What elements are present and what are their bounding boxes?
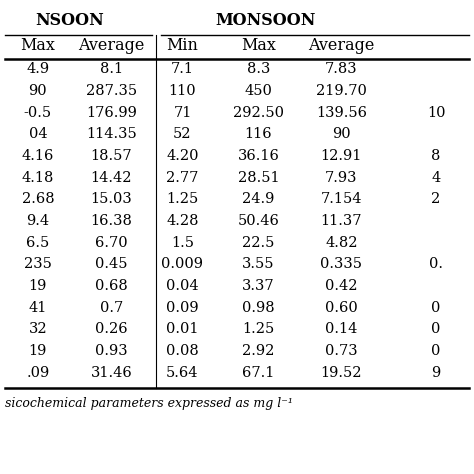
Text: Min: Min [166, 37, 199, 54]
Text: 4.20: 4.20 [166, 149, 199, 163]
Text: .09: .09 [26, 366, 50, 380]
Text: 15.03: 15.03 [91, 192, 132, 207]
Text: 19: 19 [29, 279, 47, 293]
Text: 67.1: 67.1 [242, 366, 274, 380]
Text: 9: 9 [431, 366, 441, 380]
Text: 287.35: 287.35 [86, 84, 137, 98]
Text: sicochemical parameters expressed as mg l⁻¹: sicochemical parameters expressed as mg … [5, 397, 292, 410]
Text: 219.70: 219.70 [316, 84, 367, 98]
Text: 2.68: 2.68 [22, 192, 54, 207]
Text: 450: 450 [245, 84, 272, 98]
Text: 11.37: 11.37 [320, 214, 362, 228]
Text: 0.08: 0.08 [166, 344, 199, 358]
Text: 36.16: 36.16 [237, 149, 279, 163]
Text: 6.5: 6.5 [26, 236, 50, 250]
Text: 176.99: 176.99 [86, 106, 137, 120]
Text: 0.04: 0.04 [166, 279, 199, 293]
Text: 0.335: 0.335 [320, 257, 362, 272]
Text: 8.3: 8.3 [246, 63, 270, 76]
Text: 0.42: 0.42 [325, 279, 357, 293]
Text: 8: 8 [431, 149, 441, 163]
Text: 7.93: 7.93 [325, 171, 357, 185]
Text: 32: 32 [28, 322, 47, 337]
Text: 7.1: 7.1 [171, 63, 194, 76]
Text: 0.45: 0.45 [95, 257, 128, 272]
Text: 2.77: 2.77 [166, 171, 199, 185]
Text: 116: 116 [245, 128, 272, 141]
Text: 52: 52 [173, 128, 192, 141]
Text: 10: 10 [427, 106, 446, 120]
Text: 0.68: 0.68 [95, 279, 128, 293]
Text: 114.35: 114.35 [86, 128, 137, 141]
Text: 12.91: 12.91 [320, 149, 362, 163]
Text: 14.42: 14.42 [91, 171, 132, 185]
Text: 22.5: 22.5 [242, 236, 274, 250]
Text: 6.70: 6.70 [95, 236, 128, 250]
Text: 9.4: 9.4 [27, 214, 49, 228]
Text: 4.82: 4.82 [325, 236, 357, 250]
Text: Max: Max [241, 37, 276, 54]
Text: 0: 0 [431, 301, 441, 315]
Text: 0.60: 0.60 [325, 301, 358, 315]
Text: 0.09: 0.09 [166, 301, 199, 315]
Text: 0.01: 0.01 [166, 322, 199, 337]
Text: 0.98: 0.98 [242, 301, 274, 315]
Text: 04: 04 [28, 128, 47, 141]
Text: 1.5: 1.5 [171, 236, 194, 250]
Text: NSOON: NSOON [36, 12, 104, 29]
Text: MONSOON: MONSOON [215, 12, 316, 29]
Text: 3.55: 3.55 [242, 257, 274, 272]
Text: 4.9: 4.9 [27, 63, 49, 76]
Text: 0: 0 [431, 344, 441, 358]
Text: 2: 2 [431, 192, 441, 207]
Text: 4.16: 4.16 [22, 149, 54, 163]
Text: 7.154: 7.154 [320, 192, 362, 207]
Text: 28.51: 28.51 [237, 171, 279, 185]
Text: 50.46: 50.46 [237, 214, 279, 228]
Text: 1.25: 1.25 [166, 192, 199, 207]
Text: 90: 90 [28, 84, 47, 98]
Text: 4.28: 4.28 [166, 214, 199, 228]
Text: 110: 110 [169, 84, 196, 98]
Text: 19: 19 [29, 344, 47, 358]
Text: 41: 41 [29, 301, 47, 315]
Text: 3.37: 3.37 [242, 279, 274, 293]
Text: 71: 71 [173, 106, 191, 120]
Text: 0.009: 0.009 [162, 257, 203, 272]
Text: 292.50: 292.50 [233, 106, 284, 120]
Text: 235: 235 [24, 257, 52, 272]
Text: 1.25: 1.25 [242, 322, 274, 337]
Text: 0.73: 0.73 [325, 344, 357, 358]
Text: 18.57: 18.57 [91, 149, 132, 163]
Text: 0.: 0. [429, 257, 443, 272]
Text: 2.92: 2.92 [242, 344, 274, 358]
Text: 16.38: 16.38 [91, 214, 132, 228]
Text: 0.14: 0.14 [325, 322, 357, 337]
Text: 7.83: 7.83 [325, 63, 357, 76]
Text: Average: Average [308, 37, 374, 54]
Text: -0.5: -0.5 [24, 106, 52, 120]
Text: 19.52: 19.52 [320, 366, 362, 380]
Text: 0.93: 0.93 [95, 344, 128, 358]
Text: 90: 90 [332, 128, 351, 141]
Text: 0.26: 0.26 [95, 322, 128, 337]
Text: 0.7: 0.7 [100, 301, 123, 315]
Text: Average: Average [78, 37, 145, 54]
Text: 139.56: 139.56 [316, 106, 367, 120]
Text: 8.1: 8.1 [100, 63, 123, 76]
Text: 0: 0 [431, 322, 441, 337]
Text: 5.64: 5.64 [166, 366, 199, 380]
Text: 31.46: 31.46 [91, 366, 132, 380]
Text: 24.9: 24.9 [242, 192, 274, 207]
Text: Max: Max [20, 37, 55, 54]
Text: 4.18: 4.18 [22, 171, 54, 185]
Text: 4: 4 [431, 171, 441, 185]
